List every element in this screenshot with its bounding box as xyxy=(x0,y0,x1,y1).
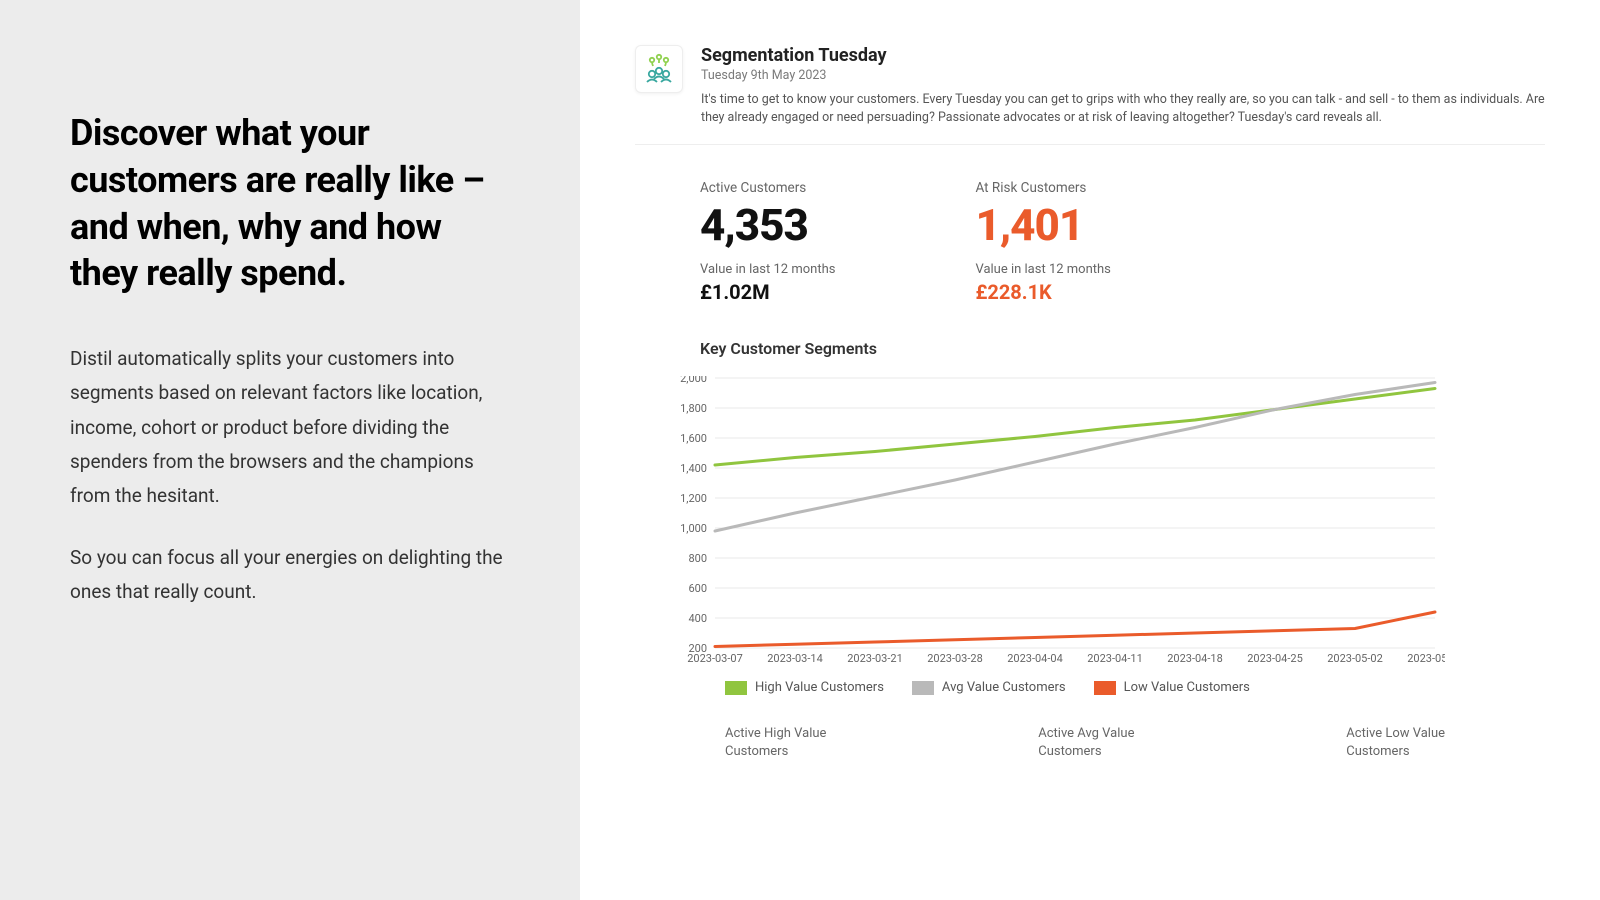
svg-text:600: 600 xyxy=(688,582,707,595)
svg-text:2,000: 2,000 xyxy=(680,376,707,385)
bottom-segment-labels: Active High ValueCustomers Active Avg Va… xyxy=(665,695,1545,760)
svg-text:800: 800 xyxy=(688,552,707,565)
bottom-label-low: Active Low ValueCustomers xyxy=(1346,725,1445,760)
card-description: It's time to get to know your customers.… xyxy=(701,91,1545,126)
kpi-subvalue: £1.02M xyxy=(700,280,835,304)
card-header-text: Segmentation Tuesday Tuesday 9th May 202… xyxy=(701,45,1545,126)
dashboard-card: Segmentation Tuesday Tuesday 9th May 202… xyxy=(580,0,1600,900)
legend-label: Low Value Customers xyxy=(1124,680,1250,695)
svg-text:2023-03-14: 2023-03-14 xyxy=(767,652,823,665)
kpi-active-customers: Active Customers 4,353 Value in last 12 … xyxy=(700,180,835,304)
legend-label: High Value Customers xyxy=(755,680,884,695)
kpi-value: 1,401 xyxy=(975,202,1110,248)
svg-text:1,200: 1,200 xyxy=(680,492,707,505)
chart-section: Key Customer Segments 2004006008001,0001… xyxy=(635,339,1545,760)
bottom-label-avg: Active Avg ValueCustomers xyxy=(1038,725,1134,760)
svg-text:2023-03-21: 2023-03-21 xyxy=(847,652,903,665)
legend-label: Avg Value Customers xyxy=(942,680,1066,695)
marketing-left-panel: Discover what your customers are really … xyxy=(0,0,580,900)
bottom-label-high: Active High ValueCustomers xyxy=(725,725,826,760)
legend-item: Low Value Customers xyxy=(1094,680,1250,695)
left-body: Distil automatically splits your custome… xyxy=(70,342,510,609)
card-title: Segmentation Tuesday xyxy=(701,45,1545,66)
svg-text:1,800: 1,800 xyxy=(680,402,707,415)
kpi-row: Active Customers 4,353 Value in last 12 … xyxy=(635,145,1545,339)
kpi-at-risk-customers: At Risk Customers 1,401 Value in last 12… xyxy=(975,180,1110,304)
kpi-label: At Risk Customers xyxy=(975,180,1110,196)
card-header: Segmentation Tuesday Tuesday 9th May 202… xyxy=(635,45,1545,145)
kpi-sublabel: Value in last 12 months xyxy=(700,262,835,277)
legend-swatch xyxy=(912,681,934,695)
kpi-label: Active Customers xyxy=(700,180,835,196)
left-paragraph-1: Distil automatically splits your custome… xyxy=(70,342,510,513)
line-chart: 2004006008001,0001,2001,4001,6001,8002,0… xyxy=(665,376,1545,666)
svg-text:2023-04-11: 2023-04-11 xyxy=(1087,652,1143,665)
svg-text:2023-04-18: 2023-04-18 xyxy=(1167,652,1223,665)
legend-item: Avg Value Customers xyxy=(912,680,1066,695)
svg-text:2023-05-02: 2023-05-02 xyxy=(1327,652,1383,665)
svg-text:2023-04-04: 2023-04-04 xyxy=(1007,652,1063,665)
svg-text:2023-03-07: 2023-03-07 xyxy=(687,652,743,665)
kpi-sublabel: Value in last 12 months xyxy=(975,262,1110,277)
legend-swatch xyxy=(1094,681,1116,695)
legend-item: High Value Customers xyxy=(725,680,884,695)
chart-title: Key Customer Segments xyxy=(665,339,1545,358)
segmentation-people-icon xyxy=(635,45,683,93)
svg-text:2023-04-25: 2023-04-25 xyxy=(1247,652,1303,665)
svg-text:2023-03-28: 2023-03-28 xyxy=(927,652,983,665)
card-date: Tuesday 9th May 2023 xyxy=(701,68,1545,83)
svg-text:400: 400 xyxy=(688,612,707,625)
left-paragraph-2: So you can focus all your energies on de… xyxy=(70,541,510,609)
kpi-subvalue: £228.1K xyxy=(975,280,1110,304)
svg-text:1,000: 1,000 xyxy=(680,522,707,535)
kpi-value: 4,353 xyxy=(700,202,835,248)
legend-swatch xyxy=(725,681,747,695)
svg-text:2023-05-09: 2023-05-09 xyxy=(1407,652,1445,665)
chart-legend: High Value Customers Avg Value Customers L… xyxy=(665,666,1545,695)
svg-text:1,400: 1,400 xyxy=(680,462,707,475)
svg-text:1,600: 1,600 xyxy=(680,432,707,445)
chart-svg: 2004006008001,0001,2001,4001,6001,8002,0… xyxy=(665,376,1445,666)
left-heading: Discover what your customers are really … xyxy=(70,110,510,297)
